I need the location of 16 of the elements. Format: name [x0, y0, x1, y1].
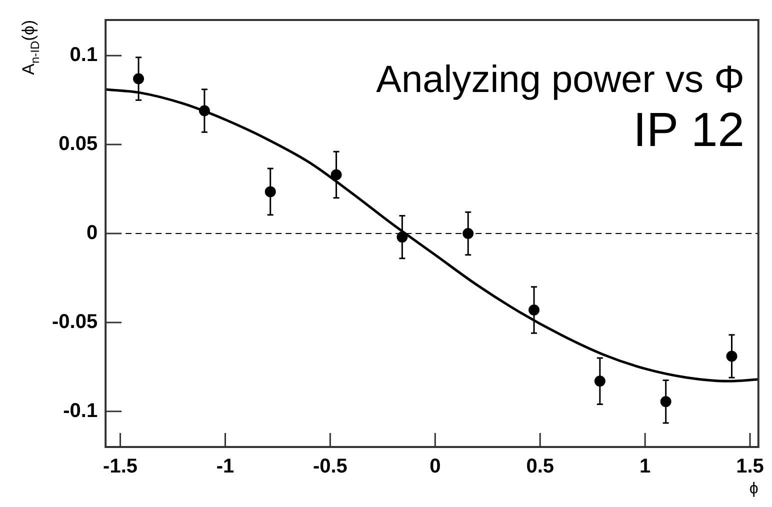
x-tick-label: -1	[216, 456, 234, 478]
x-axis-title: ϕ	[749, 480, 758, 498]
y-axis-title: An-ID(ϕ)	[19, 20, 42, 75]
x-tick-label: -0.5	[312, 456, 348, 478]
x-tick-label: 0.5	[526, 456, 554, 478]
y-tick-label: 0.05	[58, 133, 98, 156]
y-tick-label: 0.1	[70, 44, 98, 66]
x-tick-label: -1.5	[103, 456, 138, 478]
y-tick-label: -0.05	[52, 310, 98, 333]
x-tick-label: 1.5	[736, 456, 764, 478]
y-tick-label: -0.1	[63, 400, 98, 422]
annotation: Analyzing power vs Φ	[376, 59, 744, 101]
annotation: IP 12	[633, 104, 744, 157]
y-tick-label: 0	[86, 222, 98, 244]
x-tick-label: 0	[430, 456, 441, 478]
x-tick-label: 1	[639, 456, 651, 478]
